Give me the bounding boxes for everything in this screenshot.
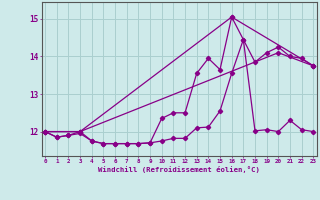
X-axis label: Windchill (Refroidissement éolien,°C): Windchill (Refroidissement éolien,°C) [98, 166, 260, 173]
